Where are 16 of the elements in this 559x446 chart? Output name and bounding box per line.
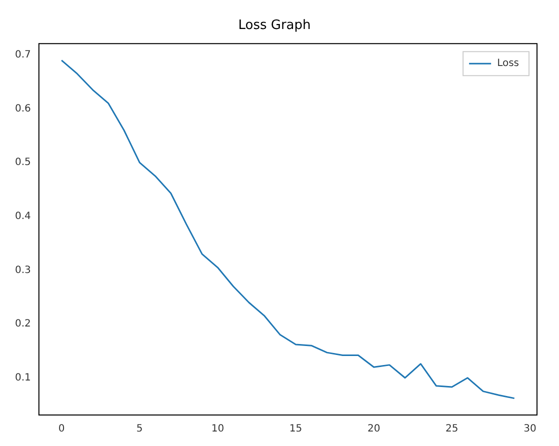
y-tick-label: 0.2 — [14, 318, 31, 330]
y-tick-label: 0.5 — [14, 157, 31, 168]
legend-label: Loss — [497, 58, 520, 70]
y-tick-label: 0.1 — [14, 372, 31, 384]
x-tick-label: 25 — [446, 424, 458, 435]
x-tick-label: 20 — [367, 424, 380, 435]
y-tick-label: 0.6 — [14, 103, 31, 114]
y-tick-label: 0.7 — [14, 49, 31, 60]
x-tick-label: 10 — [211, 424, 224, 435]
chart-title: Loss Graph — [238, 18, 311, 34]
x-tick-label: 5 — [136, 424, 143, 435]
x-tick-label: 0 — [58, 424, 65, 435]
y-tick-label: 0.4 — [14, 210, 31, 222]
x-tick-label: 30 — [524, 424, 536, 435]
x-tick-label: 15 — [289, 424, 302, 435]
y-tick-label: 0.3 — [14, 264, 31, 276]
